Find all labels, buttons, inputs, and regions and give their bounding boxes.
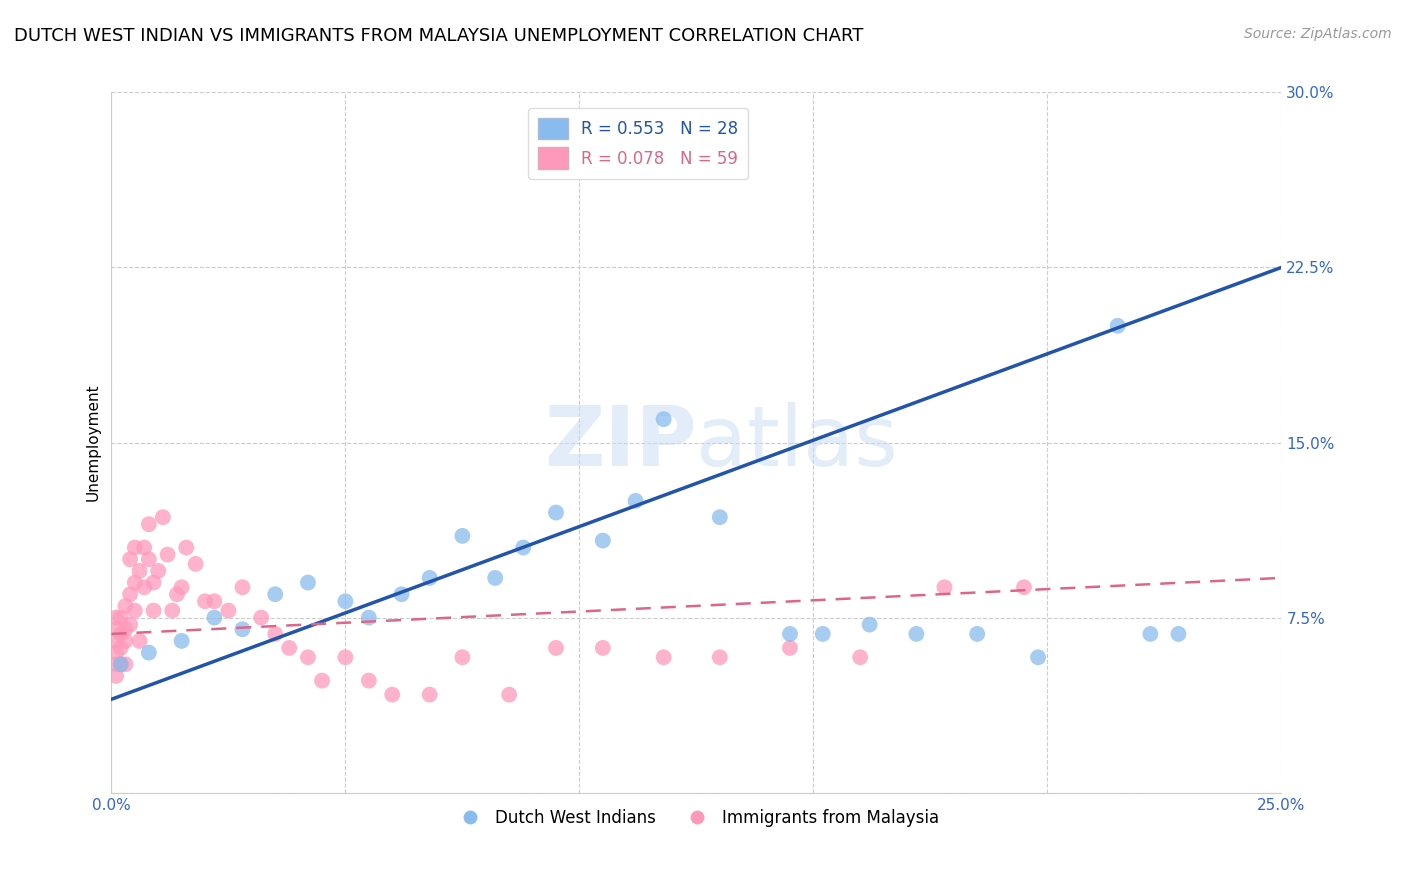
Point — [311, 673, 333, 688]
Point — [110, 640, 132, 655]
Point — [966, 627, 988, 641]
Point — [124, 541, 146, 555]
Point — [419, 571, 441, 585]
Point — [544, 506, 567, 520]
Point — [391, 587, 413, 601]
Text: DUTCH WEST INDIAN VS IMMIGRANTS FROM MALAYSIA UNEMPLOYMENT CORRELATION CHART: DUTCH WEST INDIAN VS IMMIGRANTS FROM MAL… — [14, 27, 863, 45]
Point — [357, 673, 380, 688]
Point — [297, 575, 319, 590]
Point — [120, 617, 142, 632]
Point — [624, 494, 647, 508]
Point — [128, 564, 150, 578]
Point — [105, 646, 128, 660]
Point — [652, 650, 675, 665]
Point — [105, 657, 128, 672]
Point — [166, 587, 188, 601]
Point — [335, 650, 357, 665]
Point — [498, 688, 520, 702]
Point — [592, 533, 614, 548]
Point — [138, 552, 160, 566]
Point — [278, 640, 301, 655]
Text: atlas: atlas — [696, 402, 898, 483]
Point — [381, 688, 404, 702]
Point — [297, 650, 319, 665]
Point — [779, 627, 801, 641]
Point — [512, 541, 534, 555]
Point — [231, 622, 253, 636]
Point — [134, 580, 156, 594]
Point — [156, 548, 179, 562]
Point — [250, 610, 273, 624]
Point — [114, 657, 136, 672]
Point — [105, 622, 128, 636]
Point — [357, 610, 380, 624]
Point — [142, 604, 165, 618]
Point — [134, 541, 156, 555]
Point — [451, 650, 474, 665]
Point — [120, 552, 142, 566]
Point — [1139, 627, 1161, 641]
Point — [1026, 650, 1049, 665]
Point — [124, 575, 146, 590]
Point — [110, 610, 132, 624]
Point — [858, 617, 880, 632]
Point — [170, 634, 193, 648]
Point — [217, 604, 239, 618]
Point — [934, 580, 956, 594]
Point — [592, 640, 614, 655]
Point — [419, 688, 441, 702]
Point — [202, 594, 225, 608]
Point — [142, 575, 165, 590]
Point — [128, 634, 150, 648]
Point — [652, 412, 675, 426]
Y-axis label: Unemployment: Unemployment — [86, 384, 100, 501]
Point — [105, 610, 128, 624]
Point — [184, 557, 207, 571]
Point — [1107, 318, 1129, 333]
Point — [105, 669, 128, 683]
Point — [152, 510, 174, 524]
Point — [709, 510, 731, 524]
Point — [1167, 627, 1189, 641]
Point — [335, 594, 357, 608]
Point — [170, 580, 193, 594]
Point — [849, 650, 872, 665]
Point — [114, 634, 136, 648]
Point — [544, 640, 567, 655]
Point — [264, 587, 287, 601]
Text: ZIP: ZIP — [544, 402, 696, 483]
Point — [138, 646, 160, 660]
Point — [148, 564, 170, 578]
Point — [174, 541, 197, 555]
Point — [114, 622, 136, 636]
Point — [811, 627, 834, 641]
Point — [202, 610, 225, 624]
Point — [110, 627, 132, 641]
Point — [120, 587, 142, 601]
Point — [194, 594, 217, 608]
Point — [451, 529, 474, 543]
Text: Source: ZipAtlas.com: Source: ZipAtlas.com — [1244, 27, 1392, 41]
Point — [162, 604, 184, 618]
Point — [110, 657, 132, 672]
Point — [779, 640, 801, 655]
Point — [264, 627, 287, 641]
Point — [709, 650, 731, 665]
Point — [231, 580, 253, 594]
Point — [105, 634, 128, 648]
Point — [905, 627, 928, 641]
Point — [138, 517, 160, 532]
Point — [124, 604, 146, 618]
Legend: Dutch West Indians, Immigrants from Malaysia: Dutch West Indians, Immigrants from Mala… — [447, 802, 946, 833]
Point — [484, 571, 506, 585]
Point — [1012, 580, 1035, 594]
Point — [114, 599, 136, 613]
Point — [110, 657, 132, 672]
